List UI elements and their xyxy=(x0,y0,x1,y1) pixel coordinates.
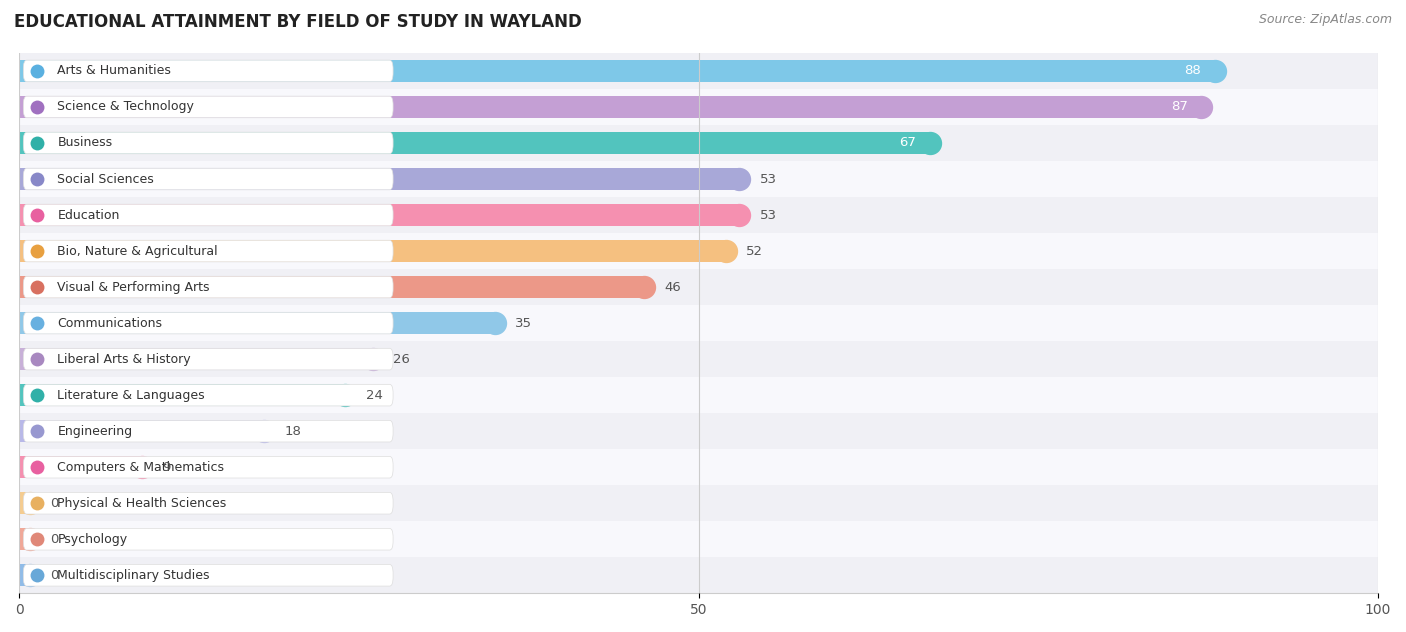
Text: 88: 88 xyxy=(1184,64,1201,78)
FancyBboxPatch shape xyxy=(24,276,394,298)
Text: 26: 26 xyxy=(392,353,409,366)
Bar xyxy=(20,53,1378,89)
FancyBboxPatch shape xyxy=(24,456,394,478)
Text: Computers & Mathematics: Computers & Mathematics xyxy=(58,461,225,474)
Bar xyxy=(20,125,1378,161)
FancyBboxPatch shape xyxy=(24,96,394,118)
FancyBboxPatch shape xyxy=(24,528,394,550)
Bar xyxy=(20,161,1378,197)
Text: 18: 18 xyxy=(284,425,301,438)
Bar xyxy=(20,564,31,586)
Text: 53: 53 xyxy=(759,209,776,222)
Text: Visual & Performing Arts: Visual & Performing Arts xyxy=(58,281,209,294)
Text: 0: 0 xyxy=(51,497,59,510)
Bar xyxy=(20,204,740,226)
Text: Science & Technology: Science & Technology xyxy=(58,100,194,114)
FancyBboxPatch shape xyxy=(24,132,394,154)
FancyBboxPatch shape xyxy=(24,348,394,370)
Text: 87: 87 xyxy=(1171,100,1188,114)
FancyBboxPatch shape xyxy=(24,420,394,442)
Bar xyxy=(20,521,1378,557)
Text: 52: 52 xyxy=(747,245,763,258)
Bar xyxy=(20,557,1378,593)
Text: Arts & Humanities: Arts & Humanities xyxy=(58,64,172,78)
FancyBboxPatch shape xyxy=(24,60,394,82)
Bar xyxy=(20,413,1378,449)
Text: 35: 35 xyxy=(515,317,533,330)
Bar xyxy=(20,377,1378,413)
Text: 0: 0 xyxy=(51,533,59,546)
Text: Engineering: Engineering xyxy=(58,425,132,438)
Bar xyxy=(20,240,725,262)
Bar xyxy=(20,168,740,190)
Text: Education: Education xyxy=(58,209,120,222)
Bar xyxy=(20,492,31,514)
Text: 53: 53 xyxy=(759,173,776,186)
Text: Liberal Arts & History: Liberal Arts & History xyxy=(58,353,191,366)
Bar xyxy=(20,420,264,442)
FancyBboxPatch shape xyxy=(24,492,394,514)
Text: 0: 0 xyxy=(51,569,59,582)
FancyBboxPatch shape xyxy=(24,312,394,334)
Bar xyxy=(20,384,346,406)
Bar xyxy=(20,89,1378,125)
Text: Psychology: Psychology xyxy=(58,533,128,546)
Bar xyxy=(20,456,142,478)
Bar xyxy=(20,132,929,154)
Bar xyxy=(20,348,373,370)
Bar xyxy=(20,528,31,550)
Text: Physical & Health Sciences: Physical & Health Sciences xyxy=(58,497,226,510)
Bar xyxy=(20,96,1201,118)
Text: 9: 9 xyxy=(162,461,170,474)
Text: Source: ZipAtlas.com: Source: ZipAtlas.com xyxy=(1258,13,1392,26)
FancyBboxPatch shape xyxy=(24,240,394,262)
Bar xyxy=(20,485,1378,521)
Text: EDUCATIONAL ATTAINMENT BY FIELD OF STUDY IN WAYLAND: EDUCATIONAL ATTAINMENT BY FIELD OF STUDY… xyxy=(14,13,582,30)
FancyBboxPatch shape xyxy=(24,564,394,586)
Text: 46: 46 xyxy=(665,281,682,294)
Bar xyxy=(20,197,1378,233)
Text: Bio, Nature & Agricultural: Bio, Nature & Agricultural xyxy=(58,245,218,258)
Text: Social Sciences: Social Sciences xyxy=(58,173,155,186)
Bar xyxy=(20,276,644,298)
Text: Business: Business xyxy=(58,137,112,150)
Text: 24: 24 xyxy=(366,389,382,402)
FancyBboxPatch shape xyxy=(24,384,394,406)
Bar xyxy=(20,305,1378,341)
Bar xyxy=(20,341,1378,377)
Text: Multidisciplinary Studies: Multidisciplinary Studies xyxy=(58,569,209,582)
Bar xyxy=(20,312,495,334)
Bar xyxy=(20,233,1378,269)
FancyBboxPatch shape xyxy=(24,204,394,226)
FancyBboxPatch shape xyxy=(24,168,394,190)
Bar xyxy=(20,60,1215,82)
Text: 67: 67 xyxy=(898,137,915,150)
Bar xyxy=(20,269,1378,305)
Bar xyxy=(20,449,1378,485)
Text: Literature & Languages: Literature & Languages xyxy=(58,389,205,402)
Text: Communications: Communications xyxy=(58,317,163,330)
